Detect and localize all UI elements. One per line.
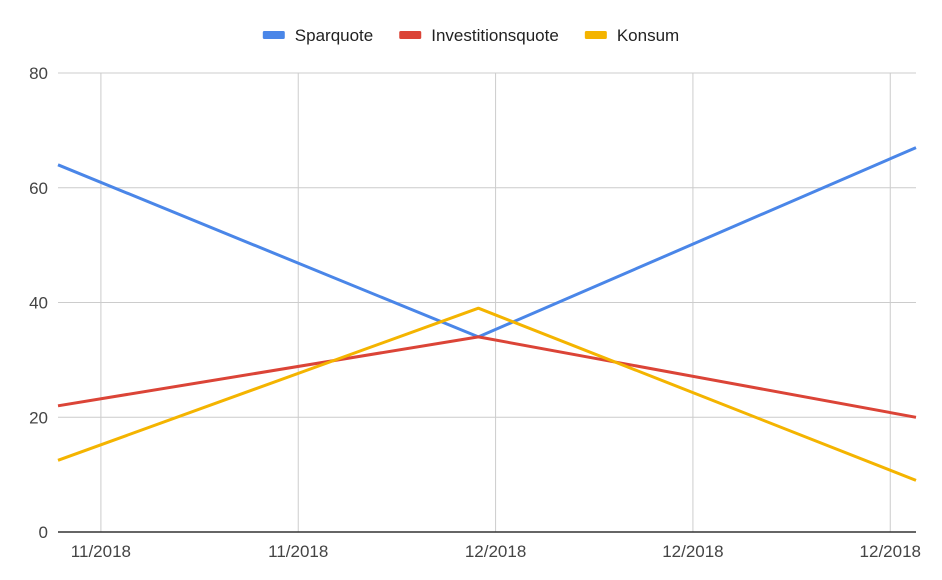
legend-swatch-investitionsquote [399,31,422,39]
legend-swatch-sparquote [262,31,285,39]
x-tick-label: 12/2018 [860,542,921,561]
legend-label-konsum: Konsum [617,26,679,45]
x-tick-label: 12/2018 [465,542,526,561]
series-lines [57,146,917,482]
x-tick-label: 11/2018 [71,542,131,561]
legend-item-sparquote: Sparquote [262,26,373,45]
x-tick-label: 11/2018 [268,542,328,561]
series-line-konsum [57,306,917,482]
horizontal-gridlines [58,72,916,418]
y-tick-label: 20 [29,408,48,427]
series-line-investitionsquote [57,335,917,419]
legend-label-investitionsquote: Investitionsquote [431,26,559,45]
legend-label-sparquote: Sparquote [295,26,373,45]
y-tick-label: 60 [29,179,48,198]
legend-item-konsum: Konsum [584,26,679,45]
legend-item-investitionsquote: Investitionsquote [399,26,559,45]
x-tick-label: 12/2018 [662,542,723,561]
series-line-sparquote [57,146,917,339]
x-axis-tick-labels: 11/2018 11/2018 12/2018 12/2018 12/2018 [71,542,921,561]
legend: Sparquote Investitionsquote Konsum [262,26,679,45]
y-tick-label: 0 [39,523,48,542]
y-tick-label: 40 [29,294,48,313]
y-axis-tick-labels: 0 20 40 60 80 [29,64,48,542]
y-tick-label: 80 [29,64,48,83]
legend-swatch-konsum [584,31,607,39]
